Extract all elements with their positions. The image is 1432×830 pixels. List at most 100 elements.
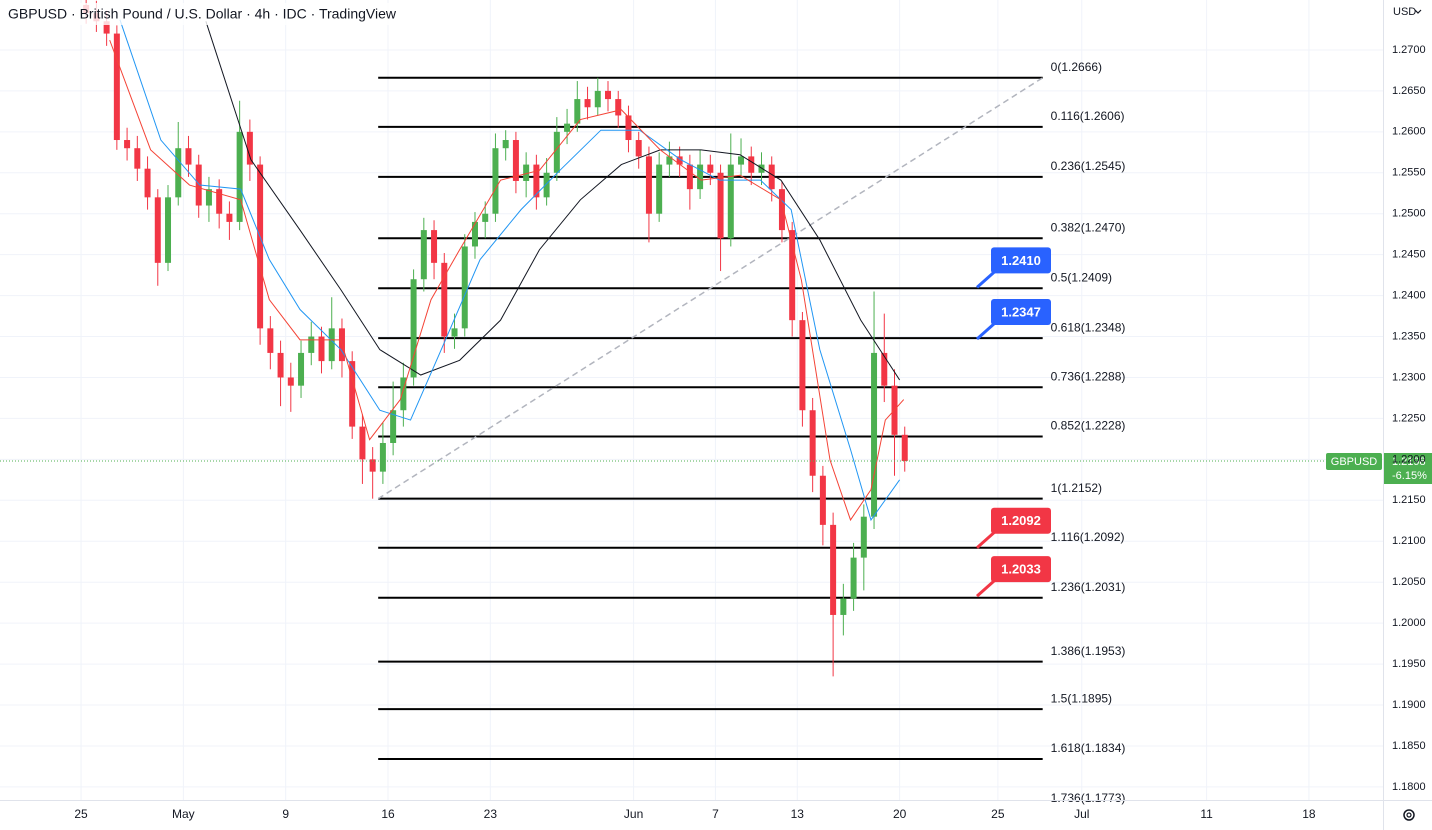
candle-body — [257, 164, 264, 329]
candle-body — [175, 148, 182, 198]
candle-body — [778, 189, 785, 231]
candle-body — [615, 99, 622, 116]
candle-body — [246, 131, 253, 165]
candle-body — [830, 524, 837, 615]
overlay: 0(1.2666) 0.116(1.2606) 0.236(1.2545) 0.382… — [976, 60, 1432, 805]
candle-body — [738, 156, 745, 165]
x-tick-label: 20 — [893, 807, 907, 821]
fib-level-label: 1.5(1.1895) — [1051, 691, 1112, 705]
fib-level-label: 1.618(1.1834) — [1051, 741, 1126, 755]
candle-body — [871, 352, 878, 517]
candle-body — [195, 164, 202, 206]
x-tick-label: 9 — [282, 807, 289, 821]
plot-area — [0, 0, 1383, 761]
candle-body — [410, 279, 417, 378]
candle-body — [768, 164, 775, 190]
callout-label: 1.2347 — [1001, 304, 1041, 319]
candle-body — [236, 131, 243, 222]
symbol-tag-label: GBPUSD — [1331, 456, 1378, 468]
candle-body — [512, 140, 519, 181]
gear-hub — [1406, 812, 1412, 818]
candle-body — [809, 410, 816, 476]
moving-average-line — [205, 21, 901, 381]
candle-body — [543, 172, 550, 198]
candle-body — [819, 475, 826, 525]
x-tick-label: 25 — [991, 807, 1005, 821]
candle-body — [103, 21, 110, 34]
candle-body — [369, 459, 376, 472]
candle-body — [850, 557, 857, 599]
y-tick-label: 1.1800 — [1392, 781, 1426, 793]
candle-body — [901, 434, 908, 462]
callout-box — [991, 556, 1051, 583]
candle-body — [727, 164, 734, 239]
candle-body — [359, 426, 366, 460]
candle-body — [113, 33, 120, 141]
candle-body — [697, 164, 704, 190]
candle-body — [287, 377, 294, 386]
candle-body — [860, 516, 867, 558]
candle-body — [492, 148, 499, 214]
y-tick-label: 1.2500 — [1392, 208, 1426, 220]
axes: 1.2700 1.2650 1.2600 1.2550 1.2500 1.2450 1.24… — [74, 44, 1425, 821]
candle-body — [461, 246, 468, 329]
candle-body — [666, 156, 673, 165]
candle-body — [185, 148, 192, 165]
candle-body — [482, 213, 489, 222]
candle-body — [840, 598, 847, 615]
y-tick-label: 1.2600 — [1392, 126, 1426, 138]
candle-body — [533, 164, 540, 198]
candle-body — [277, 352, 284, 378]
candle-body — [154, 197, 161, 263]
y-tick-label: 1.2700 — [1392, 44, 1426, 56]
candle-body — [318, 336, 325, 362]
candle-body — [758, 164, 765, 173]
y-tick-label: 1.1950 — [1392, 658, 1426, 670]
fib-level-label: 0.236(1.2545) — [1051, 159, 1126, 173]
fib-level-label: 0.736(1.2288) — [1051, 369, 1126, 383]
grid — [0, 0, 1383, 800]
candle-body — [328, 328, 335, 362]
candle-body — [124, 140, 131, 149]
symbol-tag — [1326, 453, 1382, 471]
fib-level-label: 1.386(1.1953) — [1051, 644, 1126, 658]
x-tick-label: 18 — [1302, 807, 1316, 821]
candle-body — [594, 90, 601, 108]
candle-body — [748, 156, 755, 173]
y-tick-label: 1.2250 — [1392, 412, 1426, 424]
candle-body — [451, 328, 458, 337]
candle-body — [686, 164, 693, 190]
fib-level-label: 0.618(1.2348) — [1051, 320, 1126, 334]
y-tick-label: 1.2100 — [1392, 535, 1426, 547]
candle-body — [635, 140, 642, 157]
x-tick-label: May — [172, 807, 195, 821]
x-tick-label: 7 — [712, 807, 719, 821]
fib-level-label: 1(1.2152) — [1051, 481, 1102, 495]
y-tick-label: 1.2400 — [1392, 290, 1426, 302]
fib-level-label: 1.236(1.2031) — [1051, 580, 1126, 594]
fib-level-label: 1.736(1.1773) — [1051, 791, 1126, 805]
callout-pointer — [976, 578, 996, 598]
callout-pointer — [976, 530, 996, 549]
candle-body — [645, 156, 652, 214]
y-tick-label: 1.1850 — [1392, 740, 1426, 752]
callout-label: 1.2033 — [1001, 562, 1041, 577]
callout-label: 1.2092 — [1001, 513, 1041, 528]
fib-level-label: 0.5(1.2409) — [1051, 270, 1112, 284]
callout-pointer — [976, 321, 996, 341]
candle-body — [267, 328, 274, 353]
settings-icon[interactable] — [1403, 809, 1415, 821]
fib-level-label: 1.116(1.2092) — [1051, 530, 1125, 544]
candle-body — [789, 230, 796, 321]
currency-selector[interactable]: USD — [1393, 6, 1416, 18]
y-tick-label: 1.2450 — [1392, 249, 1426, 261]
fib-level-label: 0.852(1.2228) — [1051, 419, 1126, 433]
y-tick-label: 1.2350 — [1392, 330, 1426, 342]
fib-level-label: 0.116(1.2606) — [1051, 109, 1125, 123]
candle-body — [502, 140, 509, 149]
candle-body — [625, 115, 632, 141]
price-tag-change: -6.15% — [1392, 470, 1427, 482]
